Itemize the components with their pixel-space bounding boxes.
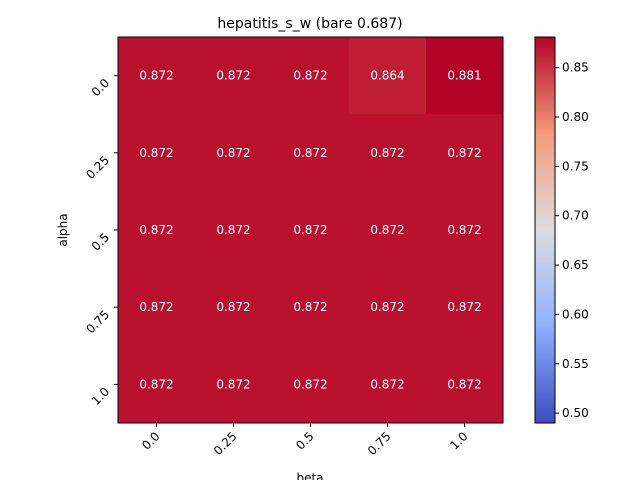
- x-tick-label: 0.5: [293, 429, 316, 452]
- heatmap-cell: [349, 114, 427, 192]
- heatmap-cell: [118, 37, 196, 115]
- cell-value-label: 0.872: [293, 377, 327, 391]
- heatmap-cells: [118, 37, 504, 424]
- cell-value-label: 0.872: [139, 377, 173, 391]
- chart-title: hepatitis_s_w (bare 0.687): [217, 16, 402, 32]
- heatmap-cell: [272, 37, 350, 115]
- y-tick-label: 0.0: [89, 76, 112, 99]
- cell-value-label: 0.872: [216, 223, 250, 237]
- heatmap-cell: [118, 268, 196, 347]
- heatmap-cell: [426, 191, 504, 270]
- heatmap-cell: [118, 114, 196, 192]
- cell-value-label: 0.872: [447, 377, 481, 391]
- colorbar-tick-label: 0.80: [562, 110, 589, 124]
- cell-value-label: 0.872: [293, 300, 327, 314]
- y-tick-label: 0.75: [83, 307, 112, 336]
- colorbar-tick-label: 0.65: [562, 258, 589, 272]
- x-tick-label: 0.0: [139, 429, 162, 452]
- heatmap-cell: [426, 345, 504, 424]
- heatmap-cell: [195, 114, 273, 192]
- y-axis-label: alpha: [56, 213, 70, 246]
- colorbar-tick-label: 0.55: [562, 357, 589, 371]
- colorbar-gradient: [534, 36, 556, 424]
- colorbar-tick-label: 0.60: [562, 307, 589, 321]
- heatmap-cell: [426, 114, 504, 192]
- cell-value-label: 0.872: [370, 146, 404, 160]
- heatmap-cell: [195, 345, 273, 424]
- heatmap-cell: [272, 191, 350, 270]
- cell-value-label: 0.872: [370, 223, 404, 237]
- heatmap-cell: [272, 345, 350, 424]
- y-axis-ticks: 0.0 0.25 0.5 0.75 1.0: [83, 75, 118, 408]
- heatmap-cell: [426, 37, 504, 115]
- cell-value-label: 0.872: [216, 300, 250, 314]
- cell-value-label: 0.864: [370, 69, 404, 83]
- x-axis-label: beta: [296, 471, 323, 480]
- cell-value-label: 0.872: [139, 223, 173, 237]
- heatmap-cell: [349, 191, 427, 270]
- heatmap-cell: [118, 191, 196, 270]
- cell-value-label: 0.872: [216, 69, 250, 83]
- x-tick-label: 1.0: [447, 429, 470, 452]
- heatmap-cell: [195, 37, 273, 115]
- heatmap-cell: [195, 191, 273, 270]
- cell-value-label: 0.872: [370, 377, 404, 391]
- cell-value-label: 0.872: [447, 223, 481, 237]
- cell-value-label: 0.881: [447, 69, 481, 83]
- colorbar-tick-label: 0.50: [562, 406, 589, 420]
- colorbar-tick-label: 0.75: [562, 159, 589, 173]
- heatmap-cell: [118, 345, 196, 424]
- cell-value-label: 0.872: [293, 69, 327, 83]
- cell-value-label: 0.872: [139, 69, 173, 83]
- y-tick-label: 1.0: [89, 385, 112, 408]
- cell-value-label: 0.872: [293, 146, 327, 160]
- colorbar-tick-label: 0.70: [562, 209, 589, 223]
- colorbar-tick-label: 0.85: [562, 61, 589, 75]
- cell-value-label: 0.872: [139, 146, 173, 160]
- cell-value-label: 0.872: [293, 223, 327, 237]
- cell-value-label: 0.872: [216, 377, 250, 391]
- cell-value-label: 0.872: [216, 146, 250, 160]
- x-tick-label: 0.75: [365, 429, 394, 458]
- y-tick-label: 0.5: [89, 230, 112, 253]
- heatmap-cell: [272, 114, 350, 192]
- x-tick-label: 0.25: [211, 429, 240, 458]
- cell-value-label: 0.872: [370, 300, 404, 314]
- heatmap-cell: [349, 37, 427, 115]
- cell-value-label: 0.872: [447, 146, 481, 160]
- cell-value-label: 0.872: [139, 300, 173, 314]
- heatmap-cell: [426, 268, 504, 347]
- heatmap-cell-labels: 0.872 0.872 0.872 0.864 0.881 0.872 0.872 0.872…: [139, 69, 481, 392]
- colorbar: 0.50 0.55 0.60 0.65 0.70 0.75 0.80 0.85: [534, 36, 589, 424]
- x-axis-ticks: 0.0 0.25 0.5 0.75 1.0: [139, 423, 471, 458]
- heatmap-cell: [272, 268, 350, 347]
- heatmap-cell: [349, 268, 427, 347]
- y-tick-label: 0.25: [83, 153, 112, 182]
- heatmap-cell: [349, 345, 427, 424]
- heatmap-cell: [195, 268, 273, 347]
- cell-value-label: 0.872: [447, 300, 481, 314]
